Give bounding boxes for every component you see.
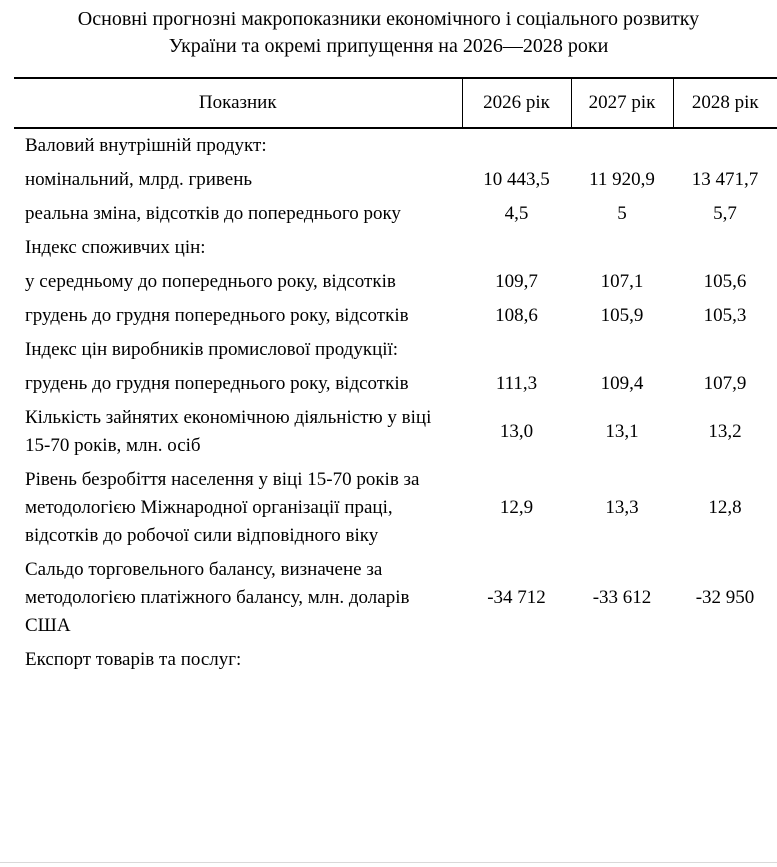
cell-2026: 13,0 — [499, 421, 534, 442]
cell-2028: 105,3 — [703, 305, 747, 326]
cell-2026: 109,7 — [495, 271, 538, 292]
cell-2026: 108,6 — [495, 305, 538, 326]
cell-2028 — [673, 643, 777, 677]
row-label: Кількість зайнятих економічною діяльніст… — [25, 407, 432, 456]
column-header-indicator: Показник — [14, 77, 462, 129]
row-label: реальна зміна, відсотків до попереднього… — [25, 203, 401, 224]
cell-2027 — [571, 643, 673, 677]
column-header-year-2026: 2026 рік — [461, 77, 571, 129]
table-row-unemployment: Рівень безробіття населення у віці 15-70… — [14, 463, 777, 553]
cell-2026: 10 443,5 — [483, 169, 550, 190]
row-label: Рівень безробіття населення у віці 15-70… — [25, 469, 420, 546]
cell-2027 — [571, 333, 673, 367]
row-label: Індекс споживчих цін: — [25, 237, 206, 258]
table-row-employment: Кількість зайнятих економічною діяльніст… — [14, 401, 777, 463]
cell-2027: 11 920,9 — [589, 169, 655, 190]
table-row-trade-balance: Сальдо торговельного балансу, визначене … — [14, 553, 777, 643]
cell-2026: -34 712 — [487, 587, 546, 608]
cell-2028: 13,2 — [708, 421, 742, 442]
cell-2026: 111,3 — [495, 373, 538, 394]
column-header-year-2028: 2028 рік — [672, 77, 777, 129]
table-row-cpi-section: Індекс споживчих цін: — [14, 231, 777, 265]
table-row-cpi-december: грудень до грудня попереднього року, від… — [14, 299, 777, 333]
cell-2028: 5,7 — [713, 203, 737, 224]
table-row-export-section: Експорт товарів та послуг: — [14, 643, 777, 677]
cell-2027: 105,9 — [600, 305, 644, 326]
document-title: Основні прогнозні макропоказники економі… — [77, 8, 700, 57]
row-label: номінальний, млрд. гривень — [25, 169, 253, 190]
row-label: Індекс цін виробників промислової продук… — [25, 339, 399, 360]
row-label: грудень до грудня попереднього року, від… — [25, 305, 409, 326]
row-label: грудень до грудня попереднього року, від… — [25, 373, 409, 394]
cell-2026: 4,5 — [504, 203, 529, 224]
table-row-cpi-average: у середньому до попереднього року, відсо… — [14, 265, 777, 299]
table-row-ppi-section: Індекс цін виробників промислової продук… — [14, 333, 777, 367]
column-header-year-2027: 2027 рік — [570, 77, 673, 129]
cell-2026: 12,9 — [499, 497, 534, 518]
cell-2028 — [673, 333, 777, 367]
row-label: Експорт товарів та послуг: — [25, 649, 242, 670]
cell-2026 — [462, 128, 571, 163]
macro-indicators-table: Показник 2026 рік 2027 рік 2028 рік Вало… — [14, 77, 777, 677]
bottom-separator — [0, 862, 777, 863]
cell-2027: 13,1 — [605, 421, 639, 442]
cell-2027: 5 — [617, 203, 627, 224]
row-label: Сальдо торговельного балансу, визначене … — [25, 559, 410, 636]
cell-2028 — [673, 231, 777, 265]
cell-2028: 13 471,7 — [691, 169, 759, 190]
table-row-ppi-december: грудень до грудня попереднього року, від… — [14, 367, 777, 401]
row-label: Валовий внутрішній продукт: — [25, 135, 267, 156]
cell-2028: 107,9 — [703, 373, 747, 394]
cell-2026 — [462, 231, 571, 265]
cell-2027: 107,1 — [600, 271, 644, 292]
table-row-gdp-section: Валовий внутрішній продукт: — [14, 128, 777, 163]
cell-2027 — [571, 231, 673, 265]
cell-2028: 105,6 — [703, 271, 747, 292]
cell-2027: -33 612 — [592, 587, 652, 608]
cell-2028 — [673, 128, 777, 163]
table-row-gdp-nominal: номінальний, млрд. гривень 10 443,5 11 9… — [14, 163, 777, 197]
cell-2027: 109,4 — [600, 373, 644, 394]
cell-2027: 13,3 — [605, 497, 639, 518]
cell-2026 — [462, 333, 571, 367]
cell-2028: -32 950 — [695, 587, 755, 608]
row-label: у середньому до попереднього року, відсо… — [25, 271, 396, 292]
cell-2026 — [462, 643, 571, 677]
table-row-gdp-real-change: реальна зміна, відсотків до попереднього… — [14, 197, 777, 231]
table-header-row: Показник 2026 рік 2027 рік 2028 рік — [14, 77, 777, 129]
cell-2028: 12,8 — [708, 497, 742, 518]
cell-2027 — [571, 128, 673, 163]
